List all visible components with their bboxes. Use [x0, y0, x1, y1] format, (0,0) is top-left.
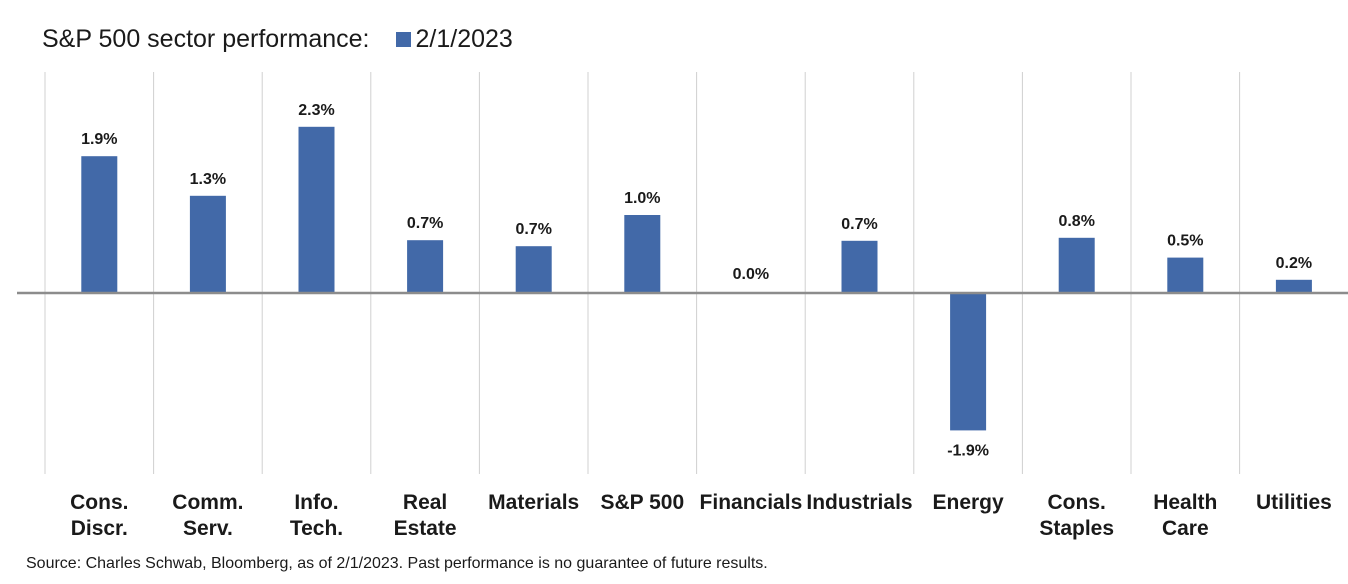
category-label: Financials — [700, 491, 803, 514]
bar — [515, 246, 552, 293]
bar — [407, 240, 444, 293]
data-label: 0.7% — [515, 221, 551, 238]
bar — [950, 293, 987, 431]
category-label: Estate — [394, 517, 457, 540]
bar — [1275, 279, 1312, 293]
bar — [298, 126, 335, 293]
data-label: 2.3% — [298, 102, 334, 119]
category-label: Energy — [932, 491, 1004, 514]
data-label: 0.7% — [841, 216, 877, 233]
category-label: Cons. — [1048, 491, 1106, 514]
bar — [624, 215, 661, 293]
bar — [1167, 257, 1204, 293]
category-label: Serv. — [183, 517, 233, 540]
data-label: 0.2% — [1276, 255, 1312, 272]
bar — [189, 195, 226, 293]
category-label: Materials — [488, 491, 579, 514]
data-label: 0.0% — [733, 266, 769, 283]
category-label: Tech. — [290, 517, 343, 540]
legend: 2/1/2023 — [395, 24, 513, 54]
data-label: 1.0% — [624, 190, 660, 207]
category-label: Staples — [1039, 517, 1114, 540]
category-label: Info. — [294, 491, 338, 514]
category-label: Health — [1153, 491, 1217, 514]
category-label: Cons. — [70, 491, 128, 514]
category-label: Industrials — [806, 491, 912, 514]
category-label: Comm. — [172, 491, 243, 514]
category-label: Discr. — [71, 517, 128, 540]
legend-label: 2/1/2023 — [415, 24, 513, 53]
category-label: S&P 500 — [600, 491, 684, 514]
data-label: 0.7% — [407, 215, 443, 232]
bar — [81, 156, 118, 293]
legend-swatch — [395, 31, 411, 47]
category-label: Real — [403, 491, 447, 514]
chart-header: S&P 500 sector performance: 2/1/2023 — [42, 22, 513, 56]
category-label: Utilities — [1256, 491, 1332, 514]
data-label: 1.9% — [81, 131, 117, 148]
category-label: Care — [1162, 517, 1209, 540]
data-label: -1.9% — [947, 442, 989, 459]
bar — [841, 240, 878, 293]
source-note: Source: Charles Schwab, Bloomberg, as of… — [26, 555, 768, 572]
data-label: 0.5% — [1167, 233, 1203, 250]
data-label: 0.8% — [1058, 213, 1094, 230]
bar — [1058, 237, 1095, 293]
data-label: 1.3% — [190, 171, 226, 188]
chart-title: S&P 500 sector performance: — [42, 24, 370, 53]
